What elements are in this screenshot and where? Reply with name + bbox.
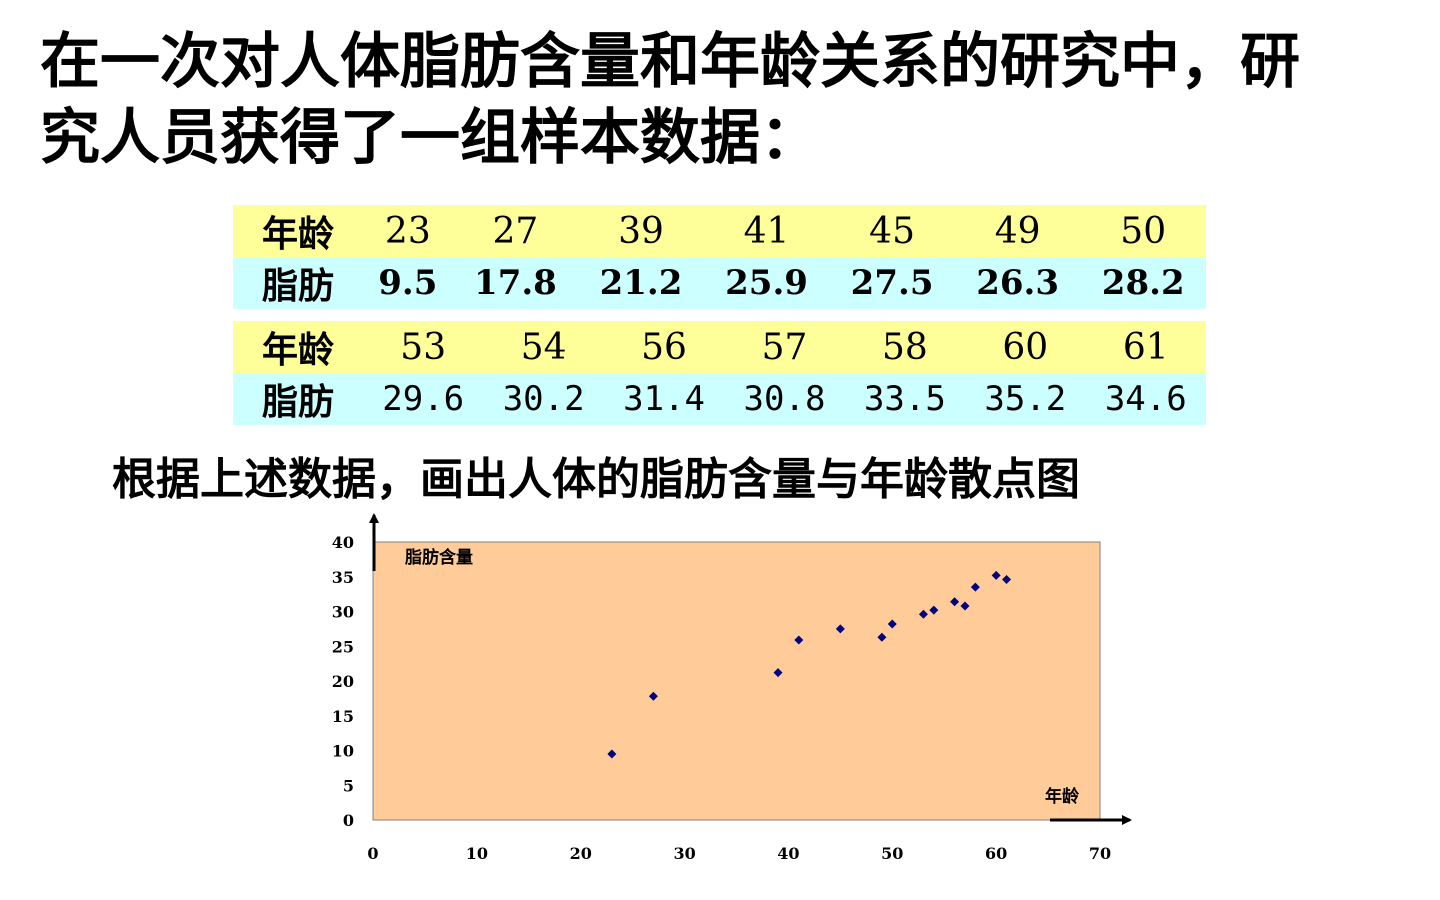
age-cell: 60 xyxy=(965,321,1086,373)
table-row-fat: 脂肪 9.5 17.8 21.2 25.9 27.5 26.3 28.2 xyxy=(233,257,1206,309)
y-tick-label: 20 xyxy=(332,672,354,691)
y-tick-label: 35 xyxy=(332,568,354,587)
fat-cell: 31.4 xyxy=(603,373,725,425)
y-tick-label: 15 xyxy=(332,707,354,726)
age-cell: 39 xyxy=(578,205,704,257)
data-point xyxy=(607,749,617,759)
age-cell: 50 xyxy=(1080,205,1206,257)
y-tick-label: 40 xyxy=(332,533,354,552)
age-cell: 41 xyxy=(703,205,830,257)
age-cell: 53 xyxy=(363,321,484,373)
data-point xyxy=(835,624,845,634)
fat-cell: 17.8 xyxy=(452,257,579,309)
fat-cell: 30.8 xyxy=(724,373,845,425)
fat-cell: 26.3 xyxy=(954,257,1081,309)
data-point xyxy=(950,597,960,607)
fat-cell: 27.5 xyxy=(829,257,955,309)
data-point xyxy=(970,582,980,592)
x-tick-label: 20 xyxy=(570,844,592,863)
y-tick-label: 5 xyxy=(343,776,354,795)
fat-cell: 21.2 xyxy=(578,257,704,309)
scatter-caption: 根据上述数据，画出人体的脂肪含量与年龄散点图 xyxy=(112,454,1080,505)
data-points xyxy=(607,570,1012,759)
age-cell: 45 xyxy=(829,205,955,257)
x-axis-label: 年龄 xyxy=(1045,786,1080,807)
table-row-age: 年龄 53 54 56 57 58 60 61 xyxy=(233,321,1206,373)
fat-cell: 28.2 xyxy=(1080,257,1206,309)
age-cell: 57 xyxy=(724,321,845,373)
data-point xyxy=(960,601,970,611)
heading-line-2: 究人员获得了一组样本数据： xyxy=(40,103,820,173)
sample-table-2: 年龄 53 54 56 57 58 60 61 脂肪 29.6 30.2 31.… xyxy=(233,321,1206,425)
y-tick-label: 0 xyxy=(343,811,354,830)
age-cell: 61 xyxy=(1085,321,1206,373)
table-row-fat: 脂肪 29.6 30.2 31.4 30.8 33.5 35.2 34.6 xyxy=(233,373,1206,425)
x-tick-labels: 0 10 20 30 40 50 60 70 xyxy=(367,844,1111,863)
fat-cell: 33.5 xyxy=(844,373,966,425)
data-point xyxy=(877,632,887,642)
age-cell: 58 xyxy=(844,321,966,373)
fat-row-label: 脂肪 xyxy=(233,257,363,309)
fat-cell: 9.5 xyxy=(363,257,453,309)
age-row-label: 年龄 xyxy=(233,321,363,373)
x-tick-label: 60 xyxy=(985,844,1007,863)
heading-line-1: 在一次对人体脂肪含量和年龄关系的研究中，研 xyxy=(40,27,1300,97)
page-heading: 在一次对人体脂肪含量和年龄关系的研究中，研 究人员获得了一组样本数据： xyxy=(40,24,1410,176)
fat-cell: 30.2 xyxy=(483,373,604,425)
data-point xyxy=(1002,575,1012,585)
age-cell: 27 xyxy=(452,205,579,257)
x-tick-label: 50 xyxy=(881,844,903,863)
x-tick-label: 30 xyxy=(673,844,695,863)
data-point xyxy=(991,570,1001,580)
fat-row-label: 脂肪 xyxy=(233,373,363,425)
age-cell: 54 xyxy=(483,321,604,373)
age-cell: 56 xyxy=(603,321,725,373)
data-point xyxy=(929,605,939,615)
plot-area xyxy=(372,541,1101,821)
x-tick-label: 0 xyxy=(367,844,378,863)
y-axis-label: 脂肪含量 xyxy=(405,547,473,568)
fat-cell: 29.6 xyxy=(363,373,484,425)
scatter-chart: 0 5 10 15 20 25 30 35 40 0 10 20 30 40 50 60 70 脂肪含量 年龄 xyxy=(332,513,1132,863)
fat-cell: 34.6 xyxy=(1085,373,1206,425)
table-row-age: 年龄 23 27 39 41 45 49 50 xyxy=(233,205,1206,257)
y-tick-label: 25 xyxy=(332,637,354,656)
data-point xyxy=(918,609,928,619)
x-tick-label: 40 xyxy=(777,844,799,863)
y-tick-label: 30 xyxy=(332,603,354,622)
age-cell: 49 xyxy=(954,205,1081,257)
data-point xyxy=(648,691,658,701)
sample-table-1: 年龄 23 27 39 41 45 49 50 脂肪 9.5 17.8 21.2… xyxy=(233,205,1206,309)
age-row-label: 年龄 xyxy=(233,205,363,257)
y-tick-label: 10 xyxy=(332,742,354,761)
data-point xyxy=(887,619,897,629)
fat-cell: 25.9 xyxy=(703,257,830,309)
y-tick-labels: 0 5 10 15 20 25 30 35 40 xyxy=(332,533,354,830)
age-cell: 23 xyxy=(363,205,453,257)
x-tick-label: 10 xyxy=(466,844,488,863)
data-point xyxy=(773,668,783,678)
data-point xyxy=(794,635,804,645)
fat-cell: 35.2 xyxy=(965,373,1086,425)
x-tick-label: 70 xyxy=(1089,844,1111,863)
